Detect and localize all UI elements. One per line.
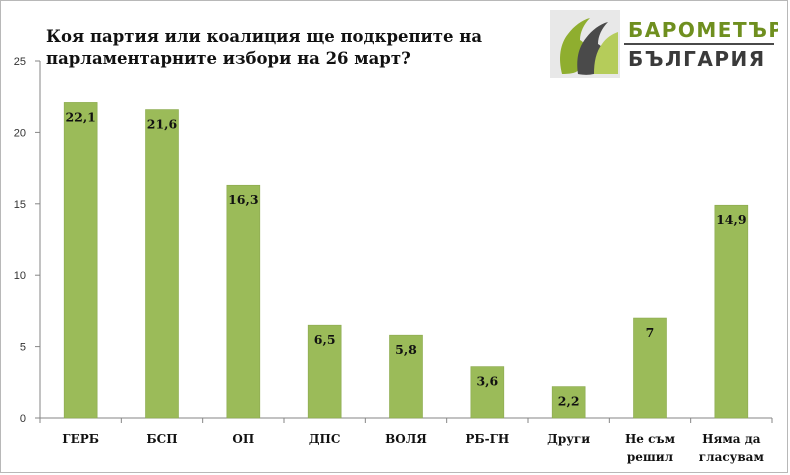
y-tick-label: 10 (14, 270, 26, 282)
y-tick-label: 15 (14, 199, 26, 211)
y-tick-label: 20 (14, 127, 26, 139)
chart-title-line-1: Коя партия или коалиция ще подкрепите на (46, 27, 483, 46)
x-category-label: Не съм решил (625, 432, 676, 464)
x-category-label-line: гласувам (699, 450, 765, 464)
bar-value-label: 6,5 (314, 332, 336, 347)
bar-value-label: 2,2 (558, 394, 580, 409)
x-category-label: ОП (232, 432, 254, 446)
bar (714, 204, 749, 419)
x-category-label: Няма да гласувам (699, 432, 765, 464)
bar (145, 109, 179, 419)
bar-value-label: 5,8 (395, 342, 417, 357)
y-tick-label: 25 (14, 56, 26, 68)
x-category-label-line: ОП (232, 432, 254, 446)
barometer-bulgaria-logo: БАРОМЕТЪР БЪЛГАРИЯ (550, 10, 778, 78)
x-category-label: ДПС (309, 432, 341, 446)
bar (389, 334, 423, 419)
x-category-label: Други (547, 432, 590, 446)
bar (470, 366, 505, 419)
bar (551, 386, 586, 419)
logo-faces-emblem (550, 10, 620, 78)
bar (226, 184, 261, 419)
x-category-label: ГЕРБ (62, 432, 99, 446)
x-category-label-line: Няма да (702, 432, 761, 446)
x-category-label-line: Не съм (625, 432, 676, 446)
x-category-label-line: БСП (146, 432, 177, 446)
x-category-label-line: РБ-ГН (465, 432, 509, 446)
bar (633, 317, 667, 419)
y-tick-label: 5 (20, 342, 26, 354)
bar-value-label: 16,3 (228, 192, 258, 207)
logo-top-band (624, 16, 774, 42)
bar (307, 324, 342, 419)
chart-title: Коя партия или коалиция ще подкрепите на… (46, 26, 506, 70)
x-category-label-line: решил (627, 450, 674, 464)
bar-value-label: 21,6 (147, 117, 178, 132)
x-category-label-line: ГЕРБ (62, 432, 99, 446)
bar-value-label: 14,9 (716, 212, 746, 227)
x-category-label-line: Други (547, 432, 590, 446)
x-category-label-line: ВОЛЯ (385, 432, 427, 446)
bar-value-label: 7 (646, 325, 655, 340)
chart-title-line-2: парламентарните избори на 26 март? (46, 49, 411, 68)
x-category-label: ВОЛЯ (385, 432, 427, 446)
x-category-label-line: ДПС (309, 432, 341, 446)
bar-value-label: 3,6 (476, 374, 498, 389)
logo-text-line-2: БЪЛГАРИЯ (628, 47, 766, 71)
x-category-label: РБ-ГН (465, 432, 509, 446)
logo-text-line-1: БАРОМЕТЪР (628, 18, 778, 42)
x-category-label: БСП (146, 432, 177, 446)
bar (63, 102, 98, 419)
y-tick-label: 0 (20, 413, 26, 425)
bar-value-label: 22,1 (65, 109, 95, 124)
